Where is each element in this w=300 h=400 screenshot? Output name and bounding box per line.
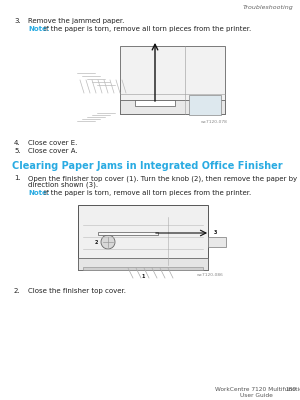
FancyBboxPatch shape — [78, 205, 208, 270]
Text: Note:: Note: — [28, 26, 50, 32]
Bar — [98, 232, 158, 235]
Text: wc7120-086: wc7120-086 — [197, 273, 224, 277]
Text: 4.: 4. — [14, 140, 21, 146]
Text: direction shown (3).: direction shown (3). — [28, 182, 98, 188]
Text: 1: 1 — [141, 274, 145, 278]
Text: Open the finisher top cover (1). Turn the knob (2), then remove the paper by pul: Open the finisher top cover (1). Turn th… — [28, 175, 300, 182]
Text: 189: 189 — [285, 387, 296, 392]
Text: 3: 3 — [214, 230, 217, 236]
Text: If the paper is torn, remove all torn pieces from the printer.: If the paper is torn, remove all torn pi… — [44, 190, 251, 196]
Text: 3.: 3. — [14, 18, 21, 24]
Text: Close cover A.: Close cover A. — [28, 148, 78, 154]
Bar — [83, 267, 203, 270]
Text: 1.: 1. — [14, 175, 21, 181]
Text: Remove the jammed paper.: Remove the jammed paper. — [28, 18, 124, 24]
FancyBboxPatch shape — [208, 237, 226, 247]
Text: If the paper is torn, remove all torn pieces from the printer.: If the paper is torn, remove all torn pi… — [44, 26, 251, 32]
FancyBboxPatch shape — [189, 95, 221, 115]
Text: 2: 2 — [94, 240, 98, 244]
Text: WorkCentre 7120 Multifunction Printer: WorkCentre 7120 Multifunction Printer — [215, 387, 300, 392]
Text: User Guide: User Guide — [240, 393, 273, 398]
Circle shape — [101, 235, 115, 249]
Bar — [135, 100, 175, 106]
Text: Clearing Paper Jams in Integrated Office Finisher: Clearing Paper Jams in Integrated Office… — [12, 161, 283, 171]
Text: Note:: Note: — [28, 190, 50, 196]
Text: Troubleshooting: Troubleshooting — [242, 5, 293, 10]
FancyBboxPatch shape — [78, 258, 208, 270]
Text: Close cover E.: Close cover E. — [28, 140, 77, 146]
Text: 2.: 2. — [14, 288, 21, 294]
FancyBboxPatch shape — [120, 46, 225, 114]
FancyBboxPatch shape — [120, 100, 225, 114]
Text: wc7120-078: wc7120-078 — [201, 120, 228, 124]
Text: Close the finisher top cover.: Close the finisher top cover. — [28, 288, 126, 294]
Text: 5.: 5. — [14, 148, 21, 154]
